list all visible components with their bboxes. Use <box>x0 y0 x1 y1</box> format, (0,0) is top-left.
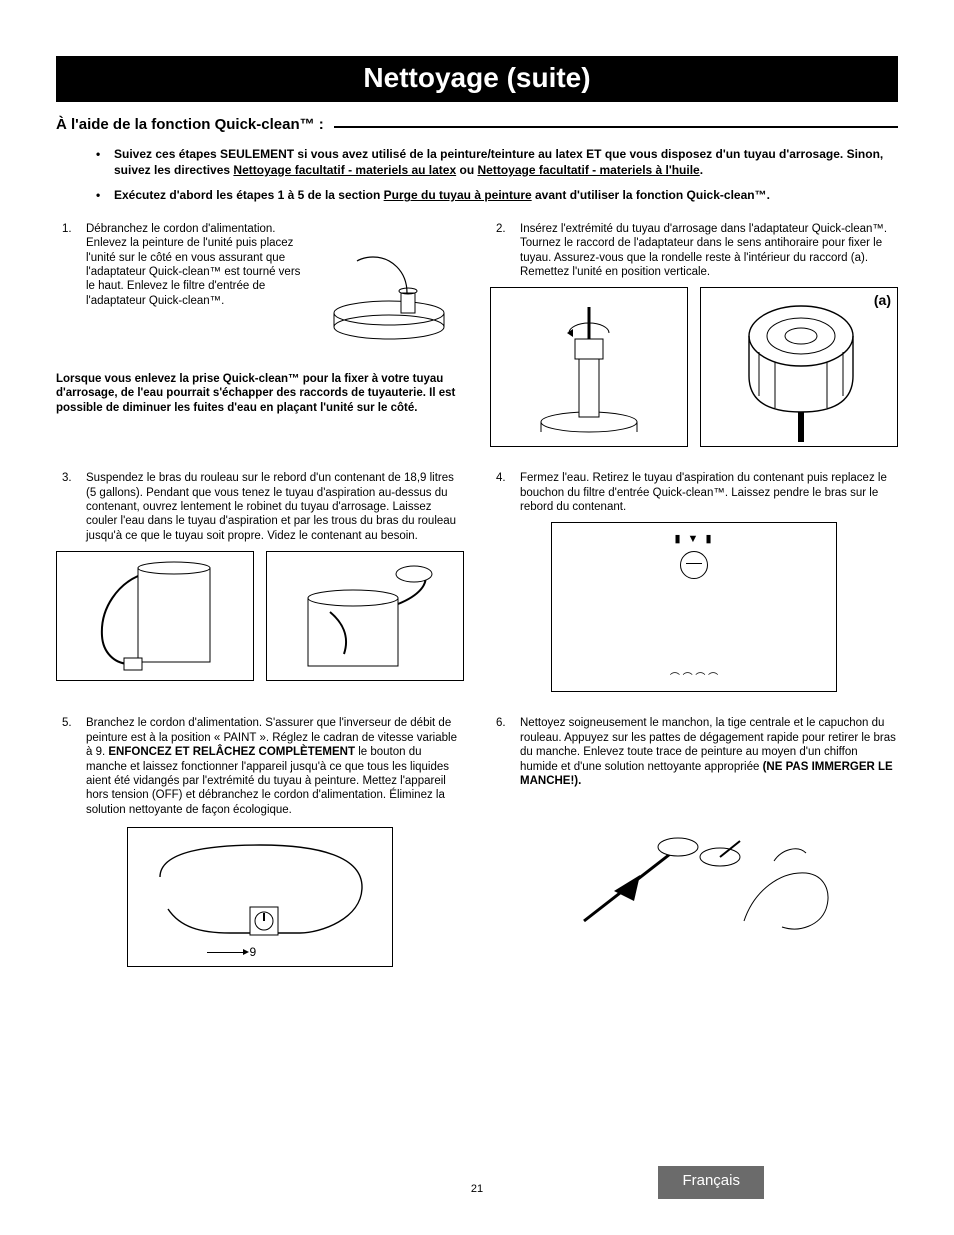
figure-step-2b: (a) <box>700 287 898 447</box>
step-4-text: Fermez l'eau. Retirez le tuyau d'aspirat… <box>520 471 898 514</box>
figure-step-3b <box>266 551 464 681</box>
unit-dial-icon <box>150 837 370 957</box>
vent-slots-icon: ▮ ▼ ▮ <box>674 533 713 547</box>
step-2-cell: 2. Insérez l'extrémité du tuyau d'arrosa… <box>490 222 898 448</box>
figure-step-4: ▮ ▼ ▮ ⌒ ⌒ ⌒ ⌒ <box>551 522 837 692</box>
bullet-dot: • <box>96 147 114 178</box>
bullet-1-mid: ou <box>456 163 477 177</box>
step-4: 4. Fermez l'eau. Retirez le tuyau d'aspi… <box>490 471 898 514</box>
label-a: (a) <box>874 292 891 310</box>
fitting-washer-icon <box>729 292 869 442</box>
inlet-cap-icon <box>680 551 708 579</box>
dial-value: 9 <box>249 945 256 959</box>
figure-step-1 <box>314 230 464 350</box>
page-number: 21 <box>471 1183 483 1195</box>
section-heading: À l'aide de la fonction Quick-clean™ : <box>56 116 324 133</box>
unit-feet-icon: ⌒ ⌒ ⌒ ⌒ <box>552 673 836 686</box>
step-2-num: 2. <box>490 222 520 280</box>
bullet-1-link1: Nettoyage facultatif - materiels au late… <box>233 163 456 177</box>
step-2-text: Insérez l'extrémité du tuyau d'arrosage … <box>520 222 898 280</box>
step-6-num: 6. <box>490 716 520 788</box>
bullet-1: • Suivez ces étapes SEULEMENT si vous av… <box>96 147 898 178</box>
step-5-cell: 5. Branchez le cordon d'alimentation. S'… <box>56 716 464 967</box>
bucket-roller-icon <box>290 556 440 676</box>
side-note: Lorsque vous enlevez la prise Quick-clea… <box>56 372 464 415</box>
bullet-2-link1: Purge du tuyau à peinture <box>384 188 532 202</box>
step-3-cell: 3. Suspendez le bras du rouleau sur le r… <box>56 471 464 692</box>
step-1-cell: 1. Débranchez le cordon d'alimentation. … <box>56 222 464 448</box>
step-3-num: 3. <box>56 471 86 543</box>
figure-step-5: 9 <box>127 827 392 967</box>
step-6-text: Nettoyez soigneusement le manchon, la ti… <box>520 716 898 788</box>
dial-indicator: 9 <box>249 945 256 960</box>
page-footer: 21 Français <box>0 1183 954 1195</box>
figure-step-3a <box>56 551 254 681</box>
page-title-bar: Nettoyage (suite) <box>56 56 898 102</box>
step-1-num: 1. <box>56 222 86 350</box>
step-6-cell: 6. Nettoyez soigneusement le manchon, la… <box>490 716 898 967</box>
step-1-text: Débranchez le cordon d'alimentation. Enl… <box>86 222 464 350</box>
steps-grid: 1. Débranchez le cordon d'alimentation. … <box>56 222 898 967</box>
step-5-text: Branchez le cordon d'alimentation. S'ass… <box>86 716 464 817</box>
step-4-num: 4. <box>490 471 520 514</box>
heading-rule <box>334 126 898 128</box>
arrow-icon <box>207 952 247 953</box>
step-5-num: 5. <box>56 716 86 817</box>
figure-step-2a <box>490 287 688 447</box>
step-3: 3. Suspendez le bras du rouleau sur le r… <box>56 471 464 543</box>
language-tag: Français <box>658 1166 764 1199</box>
step-1: 1. Débranchez le cordon d'alimentation. … <box>56 222 464 350</box>
step-2: 2. Insérez l'extrémité du tuyau d'arrosa… <box>490 222 898 280</box>
unit-side-icon <box>319 235 459 345</box>
figure-step-6 <box>521 796 868 956</box>
step-3-text: Suspendez le bras du rouleau sur le rebo… <box>86 471 464 543</box>
intro-bullets: • Suivez ces étapes SEULEMENT si vous av… <box>56 147 898 204</box>
bucket-suction-icon <box>80 556 230 676</box>
bullet-2: • Exécutez d'abord les étapes 1 à 5 de l… <box>96 188 898 204</box>
bullet-dot: • <box>96 188 114 204</box>
step-4-cell: 4. Fermez l'eau. Retirez le tuyau d'aspi… <box>490 471 898 692</box>
bullet-1-link2: Nettoyage facultatif - materiels à l'hui… <box>477 163 699 177</box>
hose-adapter-icon <box>529 297 649 437</box>
section-heading-row: À l'aide de la fonction Quick-clean™ : <box>56 116 898 133</box>
roller-clean-icon <box>544 801 844 951</box>
bullet-2-suffix: avant d'utiliser la fonction Quick-clean… <box>532 188 770 202</box>
bullet-1-suffix: . <box>700 163 703 177</box>
bullet-2-prefix: Exécutez d'abord les étapes 1 à 5 de la … <box>114 188 384 202</box>
step-5: 5. Branchez le cordon d'alimentation. S'… <box>56 716 464 817</box>
step-6: 6. Nettoyez soigneusement le manchon, la… <box>490 716 898 788</box>
